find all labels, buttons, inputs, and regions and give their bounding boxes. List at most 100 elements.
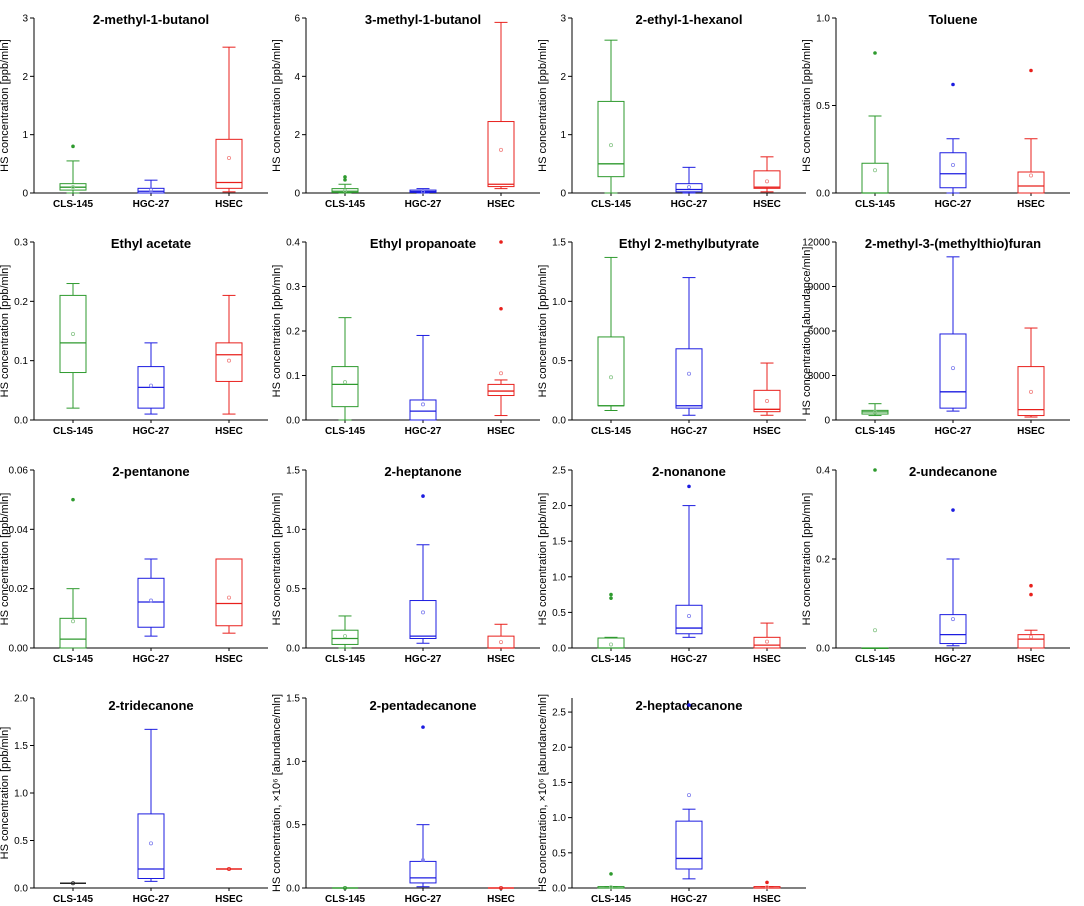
outlier-point (873, 51, 877, 55)
box-hsec: HSEC (753, 362, 781, 437)
outlier-point (609, 592, 613, 597)
y-tick-label: 0.4 (816, 466, 830, 477)
box-hgc-27: HGC-27 (133, 179, 170, 210)
box-hgc-27: HGC-27 (405, 725, 442, 905)
y-tick-label: 1.5 (552, 238, 566, 249)
x-tick-label: HSEC (487, 199, 515, 210)
mean-marker (1029, 634, 1034, 639)
iqr-box (1017, 366, 1045, 417)
box-hgc-27: HGC-27 (671, 166, 708, 210)
chart-title: 2-pentadecanone (370, 698, 477, 713)
box-hsec: HSEC (753, 880, 781, 905)
outlier-point (343, 178, 347, 182)
mean-marker (148, 598, 153, 603)
box-hsec: HSEC (1017, 327, 1045, 437)
box-hgc-27: HGC-27 (133, 342, 170, 437)
chart-panel: 0.0 0.5 1.0 1.5 2-heptanone HS concentration … (271, 464, 540, 665)
y-tick-label: 0.0 (286, 416, 300, 427)
box-hgc-27: HGC-27 (133, 728, 170, 905)
y-axis-label: HS concentration [ppb/mln] (0, 39, 11, 172)
chart-panel: 0.0 0.5 1.0 1.5 2-pentadecanone HS concentrat… (271, 694, 540, 905)
x-tick-label: CLS-145 (53, 426, 93, 437)
x-tick-label: CLS-145 (53, 199, 93, 210)
y-axis-label: HS concentration [ppb/mln] (0, 265, 11, 398)
y-tick-label: 1.0 (552, 572, 566, 583)
x-tick-label: CLS-145 (53, 654, 93, 665)
x-tick-label: HGC-27 (935, 426, 972, 437)
chart-title: 2-methyl-1-butanol (93, 12, 209, 27)
x-tick-label: CLS-145 (855, 426, 895, 437)
box-cls-145: CLS-145 (855, 403, 895, 437)
x-tick-label: HSEC (487, 894, 515, 905)
outlier-point (1029, 68, 1033, 73)
chart-title: 2-undecanone (909, 464, 997, 479)
iqr-box (597, 100, 625, 178)
chart-panel: 0.0 0.5 1.0 1.5 2.0 2.5 2-nonanone HS concentra… (537, 464, 806, 665)
mean-marker (765, 399, 770, 404)
chart-title: 2-heptanone (384, 464, 461, 479)
box-cls-145: CLS-145 (325, 175, 365, 210)
x-tick-label: CLS-145 (325, 894, 365, 905)
chart-panel: 0.0 0.2 0.4 2-undecanone HS concentration [p… (801, 464, 1070, 665)
y-axis-label: HS concentration [ppb/mln] (0, 727, 11, 860)
x-tick-label: CLS-145 (325, 199, 365, 210)
box-cls-145: CLS-145 (53, 283, 93, 437)
y-tick-label: 0.0 (14, 416, 28, 427)
y-tick-label: 0.04 (9, 525, 29, 536)
y-tick-label: 0 (560, 189, 566, 200)
box-hgc-27: HGC-27 (671, 277, 708, 437)
chart-panel: 0.0 0.5 1.0 Toluene HS concentration [ppb/ml… (801, 12, 1070, 210)
x-tick-label: HSEC (753, 426, 781, 437)
y-tick-label: 0.0 (816, 189, 830, 200)
iqr-box (487, 121, 515, 188)
y-tick-label: 3000 (808, 371, 831, 382)
x-tick-label: HGC-27 (405, 426, 442, 437)
y-tick-label: 0.5 (286, 820, 300, 831)
box-hsec: HSEC (215, 867, 243, 905)
x-tick-label: HGC-27 (935, 654, 972, 665)
box-hgc-27: HGC-27 (671, 484, 708, 665)
x-tick-label: HSEC (753, 654, 781, 665)
mean-marker (342, 380, 347, 385)
outlier-point (421, 725, 425, 729)
box-hsec: HSEC (487, 623, 515, 665)
box-hgc-27: HGC-27 (133, 558, 170, 665)
iqr-box (675, 183, 703, 193)
chart-panel: 0.0 0.1 0.2 0.3 Ethyl acetate HS concentratio… (0, 236, 268, 437)
mean-marker (687, 185, 692, 190)
mean-marker (420, 858, 425, 863)
x-tick-label: HGC-27 (133, 894, 170, 905)
mean-marker (951, 617, 956, 622)
y-tick-label: 0 (294, 189, 300, 200)
mean-marker (71, 881, 76, 886)
mean-marker (342, 188, 347, 193)
iqr-box (215, 138, 243, 189)
y-tick-label: 0.0 (286, 644, 300, 655)
iqr-box (331, 629, 359, 645)
box-cls-145: CLS-145 (53, 144, 93, 210)
y-tick-label: 6000 (808, 327, 831, 338)
mean-marker (951, 162, 956, 167)
mean-marker (226, 867, 231, 872)
outlier-point (1029, 592, 1033, 597)
iqr-box (597, 336, 625, 407)
outlier-point (609, 872, 613, 876)
box-hgc-27: HGC-27 (405, 334, 442, 437)
mean-marker (342, 634, 347, 639)
chart-title: Ethyl propanoate (370, 236, 476, 251)
x-tick-label: HGC-27 (671, 199, 708, 210)
x-tick-label: HSEC (753, 199, 781, 210)
chart-title: Ethyl acetate (111, 236, 191, 251)
y-axis-label: HS concentration [ppb/mln] (271, 265, 283, 398)
x-tick-label: HGC-27 (671, 426, 708, 437)
y-axis-label: HS concentration [ppb/mln] (801, 493, 813, 626)
iqr-box (409, 600, 437, 640)
box-cls-145: CLS-145 (855, 468, 895, 665)
iqr-box (487, 383, 515, 397)
outlier-point (687, 703, 691, 707)
chart-title: Ethyl 2-methylbutyrate (619, 236, 759, 251)
box-hgc-27: HGC-27 (935, 508, 972, 665)
iqr-box (861, 162, 889, 194)
y-tick-label: 1 (22, 130, 28, 141)
x-tick-label: CLS-145 (325, 654, 365, 665)
